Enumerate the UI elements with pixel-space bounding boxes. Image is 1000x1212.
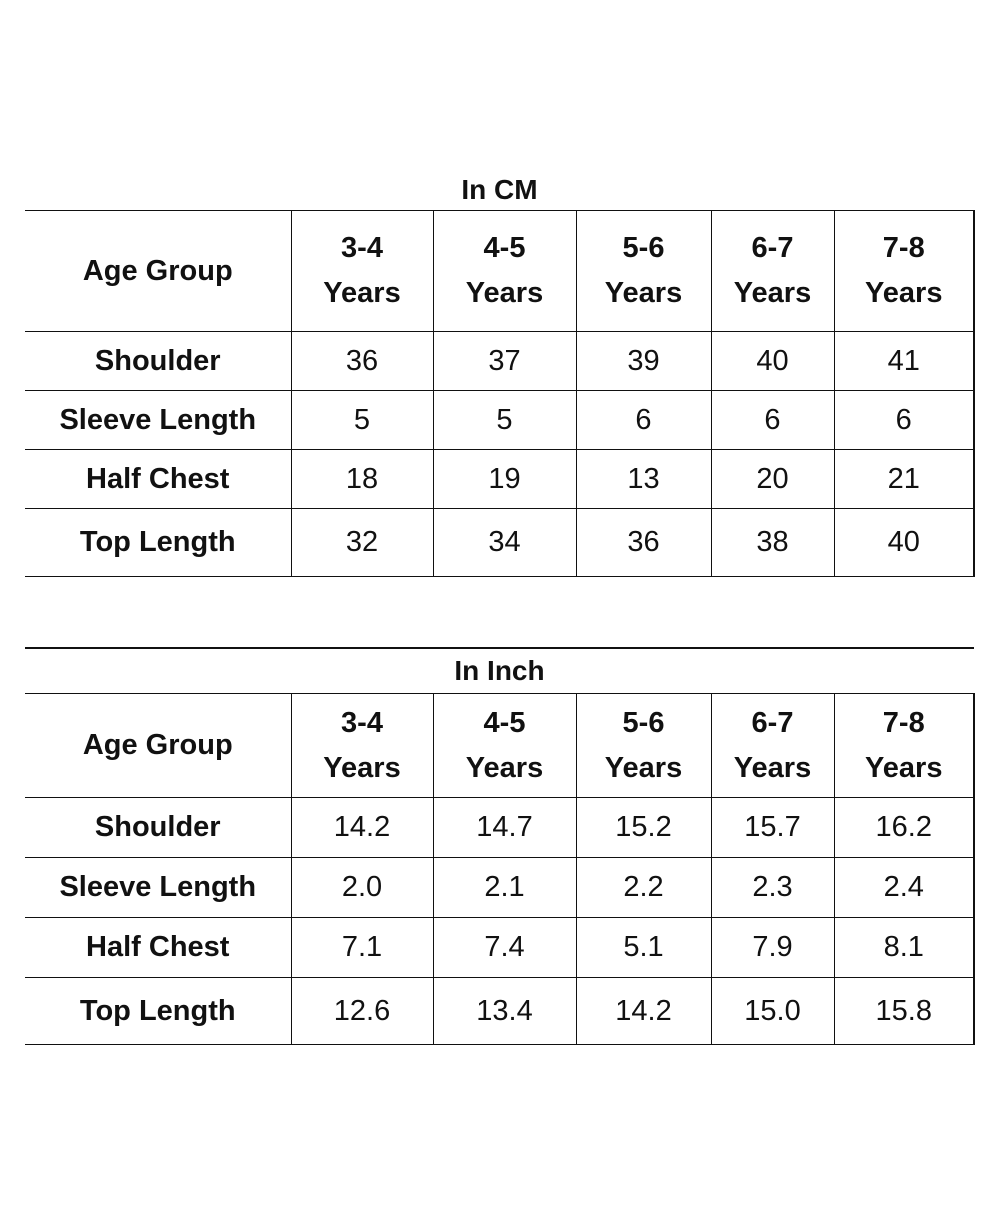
header-age-range: 3-4 — [341, 706, 383, 739]
table-cell: 2.3 — [710, 857, 835, 918]
header-age-range: 7-8 — [882, 232, 925, 264]
table-cell: 40 — [833, 508, 975, 577]
table-header-row: Age Group 3-4 Years 4-5 Years 5-6 Years 6-7… — [25, 210, 975, 332]
table-cell: 15.2 — [575, 797, 712, 858]
table-cell: 2.0 — [290, 857, 434, 918]
table-cell: 15.7 — [710, 797, 835, 858]
table-cell: 2.4 — [833, 857, 975, 918]
header-age-4-5: 4-5 Years — [432, 210, 577, 332]
header-age-group: Age Group — [25, 210, 292, 332]
header-age-5-6: 5-6 Years — [575, 210, 712, 332]
table-cell: 6 — [575, 390, 712, 450]
header-age-unit: Years — [604, 751, 683, 784]
table-cell: 7.4 — [432, 917, 577, 978]
table-row-sleeve-length: Sleeve Length 5 5 6 6 6 — [25, 390, 975, 450]
chart-title-inch: In Inch — [454, 655, 545, 686]
table-cell: 36 — [290, 331, 434, 391]
row-label: Half Chest — [25, 917, 292, 978]
header-age-range: 6-7 — [751, 706, 794, 739]
table-cell: 18 — [290, 449, 434, 509]
header-age-7-8: 7-8 Years — [833, 693, 975, 798]
table-cell: 15.0 — [710, 977, 835, 1045]
row-label: Half Chest — [25, 449, 292, 509]
table-cell: 38 — [710, 508, 835, 577]
header-age-3-4: 3-4 Years — [290, 693, 434, 798]
header-age-unit: Years — [465, 751, 544, 784]
table-cell: 14.2 — [290, 797, 434, 858]
header-age-unit: Years — [604, 277, 683, 309]
header-age-unit: Years — [865, 277, 943, 309]
table-cell: 13 — [575, 449, 712, 509]
table-cell: 13.4 — [432, 977, 577, 1045]
table-cell: 21 — [833, 449, 975, 509]
header-age-4-5: 4-5 Years — [432, 693, 577, 798]
table-row-half-chest: Half Chest 18 19 13 20 21 — [25, 449, 975, 509]
header-age-range: 4-5 — [483, 232, 526, 264]
size-chart-inch: In Inch Age Group 3-4 Years 4-5 Years 5-6 Y… — [25, 647, 975, 1045]
table-cell: 15.8 — [833, 977, 975, 1045]
table-cell: 32 — [290, 508, 434, 577]
table-cell: 7.9 — [710, 917, 835, 978]
header-age-5-6: 5-6 Years — [575, 693, 712, 798]
row-label: Top Length — [25, 977, 292, 1045]
header-age-unit: Years — [465, 277, 544, 309]
header-age-6-7: 6-7 Years — [710, 693, 835, 798]
header-age-range: 5-6 — [622, 232, 665, 264]
header-age-range: 6-7 — [751, 232, 794, 264]
table-cell: 6 — [710, 390, 835, 450]
header-age-unit: Years — [323, 751, 401, 784]
table-cell: 5 — [432, 390, 577, 450]
table-cell: 8.1 — [833, 917, 975, 978]
table-cell: 7.1 — [290, 917, 434, 978]
table-cell: 16.2 — [833, 797, 975, 858]
table-cell: 37 — [432, 331, 577, 391]
table-cell: 5.1 — [575, 917, 712, 978]
table-cell: 20 — [710, 449, 835, 509]
header-age-group: Age Group — [25, 693, 292, 798]
header-age-6-7: 6-7 Years — [710, 210, 835, 332]
table-row-sleeve-length: Sleeve Length 2.0 2.1 2.2 2.3 2.4 — [25, 857, 975, 918]
row-label: Shoulder — [25, 797, 292, 858]
table-row-shoulder: Shoulder 14.2 14.7 15.2 15.7 16.2 — [25, 797, 975, 858]
header-age-range: 5-6 — [622, 706, 665, 739]
table-cell: 19 — [432, 449, 577, 509]
row-label: Sleeve Length — [25, 857, 292, 918]
header-age-unit: Years — [323, 277, 401, 309]
table-cell: 41 — [833, 331, 975, 391]
header-age-unit: Years — [733, 277, 812, 309]
chart-title-cm: In CM — [461, 174, 538, 205]
table-cell: 36 — [575, 508, 712, 577]
size-table-cm: Age Group 3-4 Years 4-5 Years 5-6 Years 6-7… — [25, 210, 975, 577]
size-chart-cm: In CM Age Group 3-4 Years 4-5 Years 5-6 Yea… — [25, 170, 975, 577]
table-cell: 14.7 — [432, 797, 577, 858]
table-header-row: Age Group 3-4 Years 4-5 Years 5-6 Years 6-7… — [25, 693, 975, 798]
table-cell: 5 — [290, 390, 434, 450]
row-label: Top Length — [25, 508, 292, 577]
row-label: Shoulder — [25, 331, 292, 391]
table-cell: 2.1 — [432, 857, 577, 918]
header-age-unit: Years — [865, 751, 943, 784]
header-age-3-4: 3-4 Years — [290, 210, 434, 332]
table-cell: 39 — [575, 331, 712, 391]
table-cell: 12.6 — [290, 977, 434, 1045]
row-label: Sleeve Length — [25, 390, 292, 450]
table-cell: 2.2 — [575, 857, 712, 918]
header-age-range: 4-5 — [483, 706, 526, 739]
table-cell: 14.2 — [575, 977, 712, 1045]
table-cell: 40 — [710, 331, 835, 391]
header-age-range: 7-8 — [882, 706, 925, 739]
header-age-range: 3-4 — [341, 232, 383, 264]
table-row-half-chest: Half Chest 7.1 7.4 5.1 7.9 8.1 — [25, 917, 975, 978]
table-cell: 6 — [833, 390, 975, 450]
table-row-shoulder: Shoulder 36 37 39 40 41 — [25, 331, 975, 391]
table-row-top-length: Top Length 32 34 36 38 40 — [25, 508, 975, 577]
table-cell: 34 — [432, 508, 577, 577]
header-age-7-8: 7-8 Years — [833, 210, 975, 332]
header-age-unit: Years — [733, 751, 812, 784]
table-row-top-length: Top Length 12.6 13.4 14.2 15.0 15.8 — [25, 977, 975, 1045]
size-table-inch: Age Group 3-4 Years 4-5 Years 5-6 Years 6-7… — [25, 693, 975, 1045]
